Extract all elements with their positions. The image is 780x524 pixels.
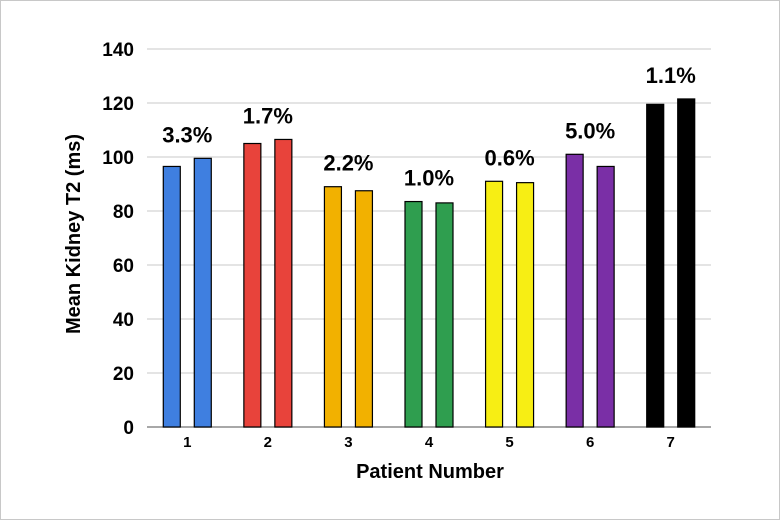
x-tick-label-3: 3 — [344, 434, 352, 451]
percent-label-patient-5: 0.6% — [484, 145, 534, 170]
bar-patient-6-1 — [565, 153, 584, 428]
bar-patient-2-1 — [243, 142, 262, 428]
bar-patient-3-2 — [354, 190, 374, 428]
percent-label-patient-1: 3.3% — [162, 122, 212, 147]
y-tick-labels: 0 20 40 60 80 100 120 140 — [102, 40, 134, 439]
bar-patient-5-2 — [515, 182, 535, 428]
percent-annotations: 3.3% 1.7% 2.2% 1.0% 0.6% 5.0% 1.1% — [162, 63, 696, 191]
y-axis-title: Mean Kidney T2 (ms) — [63, 134, 85, 334]
x-tick-labels: 1 2 3 4 5 6 7 — [183, 434, 675, 451]
y-tick-label-20: 20 — [113, 364, 134, 385]
y-tick-label-120: 120 — [102, 94, 134, 115]
y-tick-label-60: 60 — [113, 256, 134, 277]
x-tick-label-2: 2 — [264, 434, 272, 451]
gridlines — [147, 48, 711, 428]
y-tick-label-0: 0 — [123, 418, 134, 439]
bar-patient-7-1 — [646, 103, 665, 428]
x-tick-label-4: 4 — [425, 434, 434, 451]
x-tick-label-7: 7 — [667, 434, 675, 451]
bar-patient-6-2 — [596, 165, 615, 428]
y-tick-label-140: 140 — [102, 40, 134, 61]
bar-patient-3-1 — [323, 186, 343, 428]
percent-label-patient-2: 1.7% — [243, 103, 293, 128]
y-tick-label-40: 40 — [113, 310, 134, 331]
bars — [162, 98, 696, 428]
x-tick-label-6: 6 — [586, 434, 594, 451]
percent-label-patient-6: 5.0% — [565, 118, 615, 143]
x-tick-label-1: 1 — [183, 434, 191, 451]
bar-patient-7-2 — [677, 98, 696, 428]
x-axis-title: Patient Number — [356, 461, 504, 483]
y-tick-label-80: 80 — [113, 202, 134, 223]
percent-label-patient-3: 2.2% — [323, 151, 373, 176]
bar-patient-4-1 — [404, 200, 423, 428]
x-tick-label-5: 5 — [505, 434, 513, 451]
bar-patient-4-2 — [435, 202, 454, 428]
bar-patient-2-2 — [274, 138, 293, 428]
bar-patient-1-1 — [162, 165, 181, 428]
bar-patient-1-2 — [193, 157, 212, 428]
percent-label-patient-7: 1.1% — [646, 63, 696, 88]
y-tick-label-100: 100 — [102, 148, 134, 169]
bar-patient-5-1 — [484, 180, 504, 428]
percent-label-patient-4: 1.0% — [404, 166, 454, 191]
